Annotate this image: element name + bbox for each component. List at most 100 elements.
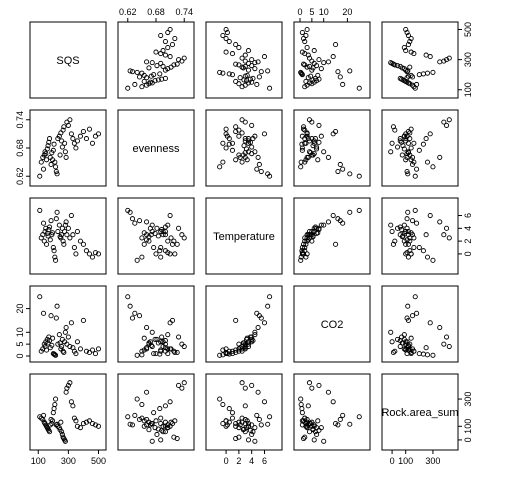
ytick-co2-0-label: 0 (15, 353, 25, 358)
point-rock-area-sum-vs-temperature-30 (239, 380, 245, 386)
xtick-sqs-500-label: 500 (91, 456, 106, 466)
point-rock-area-sum-vs-temperature-42 (223, 423, 229, 429)
point-evenness-vs-rock-area-sum-15 (430, 164, 436, 170)
point-evenness-vs-rock-area-sum-45 (409, 161, 416, 168)
point-temperature-vs-sqs-31 (68, 212, 74, 219)
point-temperature-vs-co2-24 (301, 241, 307, 247)
point-rock-area-sum-vs-co2-22 (314, 431, 320, 438)
xtick-rock-area-sum-100-label: 100 (398, 456, 413, 466)
point-evenness-vs-sqs-24 (61, 124, 67, 130)
point-rock-area-sum-vs-evenness-15 (134, 396, 140, 402)
point-co2-vs-evenness-41 (165, 351, 171, 357)
point-evenness-vs-sqs-42 (95, 131, 102, 137)
point-co2-vs-sqs-16 (53, 315, 59, 321)
point-sqs-vs-evenness-12 (151, 72, 157, 78)
point-evenness-vs-sqs-6 (44, 146, 50, 152)
point-evenness-vs-temperature-18 (245, 136, 252, 142)
point-co2-vs-evenness-3 (149, 343, 155, 350)
point-sqs-vs-temperature-40 (220, 32, 226, 39)
point-evenness-vs-sqs-29 (65, 122, 71, 128)
point-rock-area-sum-vs-temperature-36 (236, 425, 242, 431)
point-evenness-vs-co2-39 (301, 126, 307, 132)
point-evenness-vs-rock-area-sum-33 (411, 140, 417, 146)
point-co2-vs-evenness-46 (141, 335, 147, 341)
point-evenness-vs-temperature-20 (239, 130, 245, 136)
point-sqs-vs-evenness-15 (134, 69, 140, 75)
point-rock-area-sum-vs-sqs-26 (62, 438, 68, 444)
point-temperature-vs-co2-20 (304, 235, 310, 241)
point-evenness-vs-rock-area-sum-11 (405, 150, 411, 156)
point-temperature-vs-rock-area-sum-27 (437, 219, 443, 225)
point-co2-vs-evenness-6 (152, 336, 158, 342)
point-evenness-vs-co2-17 (347, 171, 353, 177)
point-evenness-vs-rock-area-sum-39 (408, 126, 414, 132)
point-sqs-vs-co2-31 (330, 54, 336, 60)
ytick-temperature-4-label: 4 (463, 226, 473, 231)
point-co2-vs-rock-area-sum-37 (405, 317, 411, 323)
point-evenness-vs-temperature-26 (252, 149, 258, 155)
point-temperature-vs-rock-area-sum-9 (397, 224, 403, 230)
ytick-rock-area-sum-100-label: 100 (463, 419, 473, 434)
point-sqs-vs-evenness-29 (176, 57, 182, 63)
point-sqs-vs-rock-area-sum-27 (437, 59, 443, 65)
point-sqs-vs-rock-area-sum-36 (401, 45, 407, 51)
point-evenness-vs-rock-area-sum-13 (420, 141, 426, 147)
point-co2-vs-evenness-14 (139, 352, 145, 358)
point-sqs-vs-rock-area-sum-35 (403, 48, 409, 54)
panel-co2-vs-temperature (205, 285, 283, 363)
point-evenness-vs-temperature-46 (244, 157, 250, 163)
point-rock-area-sum-vs-sqs-32 (70, 403, 76, 409)
point-sqs-vs-evenness-25 (158, 60, 164, 66)
point-sqs-vs-co2-36 (304, 45, 310, 51)
point-sqs-vs-evenness-7 (155, 77, 161, 83)
point-co2-vs-temperature-23 (236, 348, 242, 354)
point-evenness-vs-co2-19 (318, 133, 324, 139)
point-rock-area-sum-vs-evenness-14 (139, 401, 145, 408)
point-evenness-vs-co2-45 (337, 161, 343, 168)
point-sqs-vs-temperature-29 (249, 57, 255, 63)
point-sqs-vs-temperature-41 (224, 29, 230, 36)
point-sqs-vs-evenness-13 (157, 71, 163, 77)
point-evenness-vs-co2-41 (299, 133, 305, 139)
point-temperature-vs-rock-area-sum-36 (401, 238, 407, 244)
point-evenness-vs-rock-area-sum-34 (408, 145, 414, 151)
point-sqs-vs-evenness-30 (181, 55, 187, 61)
panel-sqs-vs-temperature (205, 21, 283, 99)
point-temperature-vs-sqs-15 (53, 257, 59, 263)
point-sqs-vs-temperature-13 (226, 71, 232, 77)
point-rock-area-sum-vs-sqs-16 (53, 422, 59, 428)
point-temperature-vs-co2-46 (315, 230, 321, 236)
point-rock-area-sum-vs-co2-14 (298, 401, 304, 408)
point-rock-area-sum-vs-co2-12 (299, 410, 305, 416)
point-sqs-vs-rock-area-sum-30 (446, 55, 452, 61)
point-temperature-vs-rock-area-sum-43 (412, 207, 418, 213)
point-co2-vs-temperature-12 (229, 351, 236, 357)
point-evenness-vs-co2-25 (311, 140, 317, 146)
point-sqs-vs-temperature-27 (255, 59, 261, 65)
point-sqs-vs-temperature-17 (265, 68, 271, 74)
point-temperature-vs-co2-22 (314, 225, 320, 231)
point-temperature-vs-sqs-35 (74, 228, 80, 235)
point-sqs-vs-evenness-4 (147, 79, 153, 85)
point-evenness-vs-temperature-25 (245, 140, 252, 146)
point-temperature-vs-evenness-47 (146, 234, 152, 240)
panel-rock-area-sum-vs-evenness (117, 373, 195, 451)
point-temperature-vs-sqs-10 (47, 237, 53, 243)
point-temperature-vs-co2-37 (333, 241, 339, 247)
point-rock-area-sum-vs-sqs-34 (73, 418, 79, 424)
point-evenness-vs-co2-8 (316, 139, 322, 145)
point-rock-area-sum-vs-co2-27 (325, 389, 331, 395)
point-temperature-vs-co2-31 (330, 212, 336, 219)
point-sqs-vs-temperature-34 (223, 49, 229, 55)
point-temperature-vs-co2-4 (311, 225, 317, 231)
point-evenness-vs-sqs-26 (62, 149, 68, 155)
point-rock-area-sum-vs-co2-41 (299, 422, 305, 428)
point-sqs-vs-rock-area-sum-37 (405, 42, 411, 48)
point-evenness-vs-temperature-10 (237, 154, 243, 160)
point-evenness-vs-rock-area-sum-21 (397, 138, 403, 144)
point-co2-vs-evenness-47 (146, 340, 152, 346)
point-sqs-vs-temperature-30 (239, 55, 245, 61)
point-temperature-vs-sqs-12 (50, 244, 56, 251)
point-sqs-vs-rock-area-sum-20 (407, 64, 413, 70)
point-co2-vs-temperature-15 (217, 352, 223, 358)
